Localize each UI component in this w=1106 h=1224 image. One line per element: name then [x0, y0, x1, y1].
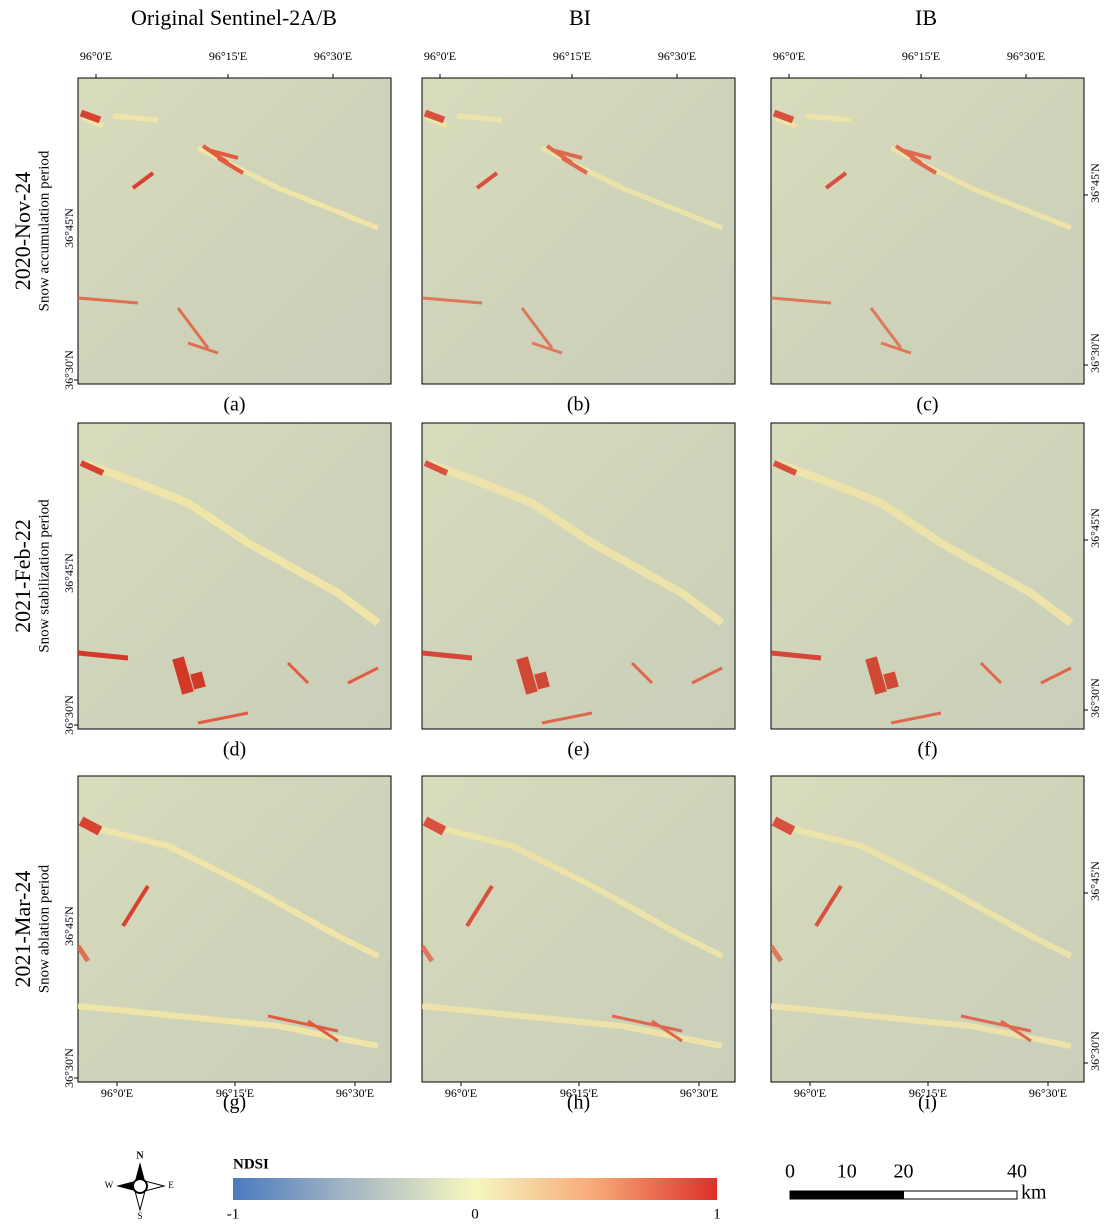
- lat-label: 36°30'N: [62, 695, 76, 735]
- lat-label: 36°30'N: [62, 1048, 76, 1088]
- scale-label: 20: [894, 1161, 914, 1183]
- column-title: IB: [915, 5, 937, 30]
- lat-label: 36°45'N: [1088, 508, 1102, 548]
- panel-label: (a): [223, 394, 245, 416]
- column-title: BI: [569, 5, 591, 30]
- compass-w: W: [105, 1180, 114, 1190]
- column-title: Original Sentinel-2A/B: [131, 5, 337, 30]
- compass-n: N: [136, 1150, 144, 1161]
- panel-label: (c): [916, 394, 938, 416]
- map-panel: [77, 422, 392, 730]
- lat-label: 36°45'N: [62, 906, 76, 946]
- lon-label: 96°15'E: [902, 49, 940, 63]
- legend-title: NDSI: [233, 1156, 269, 1172]
- compass-s: S: [137, 1211, 142, 1221]
- lat-label: 36°45'N: [1088, 163, 1102, 203]
- lat-label: 36°30'N: [1088, 1031, 1102, 1071]
- legend-ticks: -1 0 1: [227, 1206, 721, 1222]
- panel-label: (i): [918, 1092, 937, 1114]
- scale-label: 0: [785, 1161, 795, 1183]
- legend-tick-label: 0: [471, 1206, 479, 1222]
- lat-label: 36°45'N: [1088, 861, 1102, 901]
- map-panel: [770, 77, 1085, 385]
- lon-label: 96°30'E: [314, 49, 352, 63]
- lon-label: 96°15'E: [216, 1086, 254, 1100]
- legend-tick-label: 1: [713, 1206, 721, 1222]
- panel-label: (h): [567, 1092, 590, 1114]
- lon-label: 96°15'E: [553, 49, 591, 63]
- row-period: Snow accumulation period: [36, 150, 52, 311]
- lon-label: 96°30'E: [680, 1086, 718, 1100]
- lat-label: 36°30'N: [62, 350, 76, 390]
- lon-label: 96°0'E: [445, 1086, 477, 1100]
- panel-label: (e): [567, 739, 589, 761]
- scale-segment: [846, 1190, 904, 1200]
- map-panel: [421, 422, 736, 730]
- lon-label: 96°15'E: [209, 49, 247, 63]
- scale-label: 40: [1007, 1161, 1027, 1183]
- lat-label: 36°30'N: [1088, 333, 1102, 373]
- map-panel: [770, 422, 1085, 730]
- panel-label: (b): [567, 394, 590, 416]
- scale-segment: [903, 1190, 1018, 1200]
- map-panel: [421, 775, 736, 1083]
- lon-label: 96°0'E: [773, 49, 805, 63]
- lon-label: 96°15'E: [909, 1086, 947, 1100]
- lon-label: 96°30'E: [336, 1086, 374, 1100]
- row-date: 2020-Nov-24: [10, 172, 35, 291]
- row-date: 2021-Feb-22: [10, 519, 35, 633]
- row-date: 2021-Mar-24: [10, 871, 35, 988]
- lat-label: 36°30'N: [1088, 678, 1102, 718]
- compass: N E S W: [105, 1150, 175, 1221]
- lon-label: 96°30'E: [658, 49, 696, 63]
- map-panel: [77, 775, 392, 1083]
- compass-e: E: [168, 1180, 174, 1190]
- scale-segment: [789, 1190, 848, 1200]
- lon-label: 96°0'E: [794, 1086, 826, 1100]
- panel-label: (d): [223, 739, 246, 761]
- lon-label: 96°15'E: [560, 1086, 598, 1100]
- panel-label: (g): [223, 1092, 246, 1114]
- map-panel: [421, 77, 736, 385]
- lon-label: 96°0'E: [101, 1086, 133, 1100]
- scale-unit: km: [1021, 1182, 1047, 1204]
- lon-label: 96°30'E: [1029, 1086, 1067, 1100]
- panel-label: (f): [918, 739, 938, 761]
- colorbar: [233, 1178, 717, 1200]
- lat-label: 36°45'N: [62, 553, 76, 593]
- scale-label: 10: [837, 1161, 857, 1183]
- map-panel: [770, 775, 1085, 1083]
- row-period: Snow stabilization period: [36, 499, 52, 653]
- lat-label: 36°45'N: [62, 208, 76, 248]
- row-period: Snow ablation period: [36, 864, 52, 993]
- lon-label: 96°0'E: [80, 49, 112, 63]
- map-panel: [77, 77, 392, 385]
- lon-label: 96°30'E: [1007, 49, 1045, 63]
- legend-tick-label: -1: [227, 1206, 240, 1222]
- lon-label: 96°0'E: [424, 49, 456, 63]
